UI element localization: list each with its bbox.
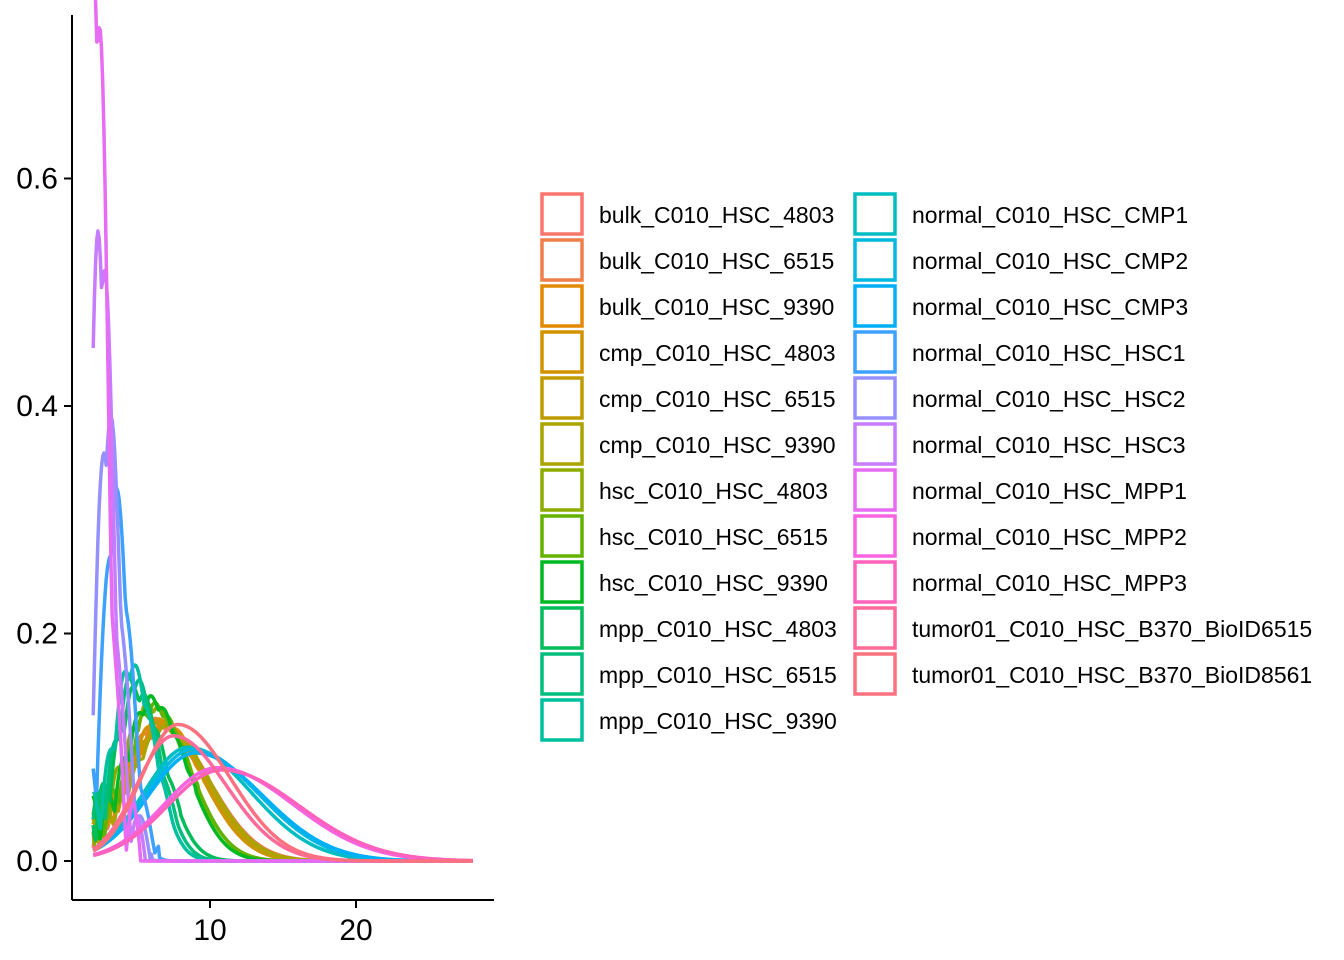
legend-label: mpp_C010_HSC_6515	[599, 662, 837, 688]
legend-key	[853, 560, 897, 604]
legend-label: bulk_C010_HSC_9390	[599, 294, 834, 320]
x-tick-label: 10	[193, 914, 226, 947]
legend-key	[853, 192, 897, 236]
legend: bulk_C010_HSC_4803 bulk_C010_HSC_6515bulk…	[540, 192, 1312, 742]
legend-key	[540, 606, 584, 650]
series-line-normal_C010_HSC_HSC3	[91, 229, 474, 863]
legend-key	[540, 652, 584, 696]
legend-key	[853, 422, 897, 466]
legend-key	[853, 514, 897, 558]
legend-key	[853, 284, 897, 328]
x-axis-ticks: 10 20	[193, 900, 373, 947]
legend-key	[540, 284, 584, 328]
legend-label: normal_C010_HSC_HSC2	[912, 386, 1186, 412]
legend-label: cmp_C010_HSC_6515	[599, 386, 836, 412]
legend-key	[853, 330, 897, 374]
series-line-normal_C010_HSC_MPP3	[92, 768, 474, 863]
y-tick-label: 0.4	[16, 390, 58, 423]
legend-label: hsc_C010_HSC_6515	[599, 524, 828, 550]
legend-label: hsc_C010_HSC_4803	[599, 478, 828, 504]
legend-label: tumor01_C010_HSC_B370_BioID8561	[912, 662, 1312, 688]
legend-key	[540, 238, 584, 282]
y-tick-label: 0.6	[16, 163, 58, 196]
legend-label: normal_C010_HSC_MPP3	[912, 570, 1187, 596]
series-layer	[91, 0, 474, 863]
legend-label: hsc_C010_HSC_9390	[599, 570, 828, 596]
legend-key	[540, 468, 584, 512]
legend-key	[540, 376, 584, 420]
legend-label: normal_C010_HSC_CMP2	[912, 248, 1188, 274]
legend-key	[853, 376, 897, 420]
legend-key	[853, 606, 897, 650]
legend-key	[540, 330, 584, 374]
legend-label: normal_C010_HSC_MPP1	[912, 478, 1187, 504]
y-tick-label: 0.2	[16, 618, 58, 651]
legend-label: cmp_C010_HSC_9390	[599, 432, 836, 458]
series-line-normal_C010_HSC_HSC1	[91, 486, 474, 863]
legend-label: normal_C010_HSC_CMP3	[912, 294, 1188, 320]
y-axis-ticks: 0.0 0.2 0.4 0.6	[16, 163, 72, 878]
x-tick-label: 20	[339, 914, 372, 947]
legend-label: normal_C010_HSC_HSC1	[912, 340, 1186, 366]
legend-label: bulk_C010_HSC_4803	[599, 202, 834, 228]
series-line-tumor01_C010_HSC_B370_BioID8561	[92, 722, 474, 863]
legend-key	[853, 652, 897, 696]
legend-key	[540, 698, 584, 742]
legend-label: cmp_C010_HSC_4803	[599, 340, 836, 366]
legend-label: normal_C010_HSC_CMP1	[912, 202, 1188, 228]
legend-key	[853, 468, 897, 512]
legend-label: mpp_C010_HSC_4803	[599, 616, 837, 642]
legend-key	[540, 192, 584, 236]
legend-key	[540, 514, 584, 558]
legend-label: normal_C010_HSC_MPP2	[912, 524, 1187, 550]
legend-label: mpp_C010_HSC_9390	[599, 708, 837, 734]
legend-key	[540, 560, 584, 604]
legend-label: normal_C010_HSC_HSC3	[912, 432, 1186, 458]
legend-key	[853, 238, 897, 282]
y-tick-label: 0.0	[16, 845, 58, 878]
legend-key	[540, 422, 584, 466]
legend-label: bulk_C010_HSC_6515	[599, 248, 834, 274]
legend-label: tumor01_C010_HSC_B370_BioID6515	[912, 616, 1312, 642]
